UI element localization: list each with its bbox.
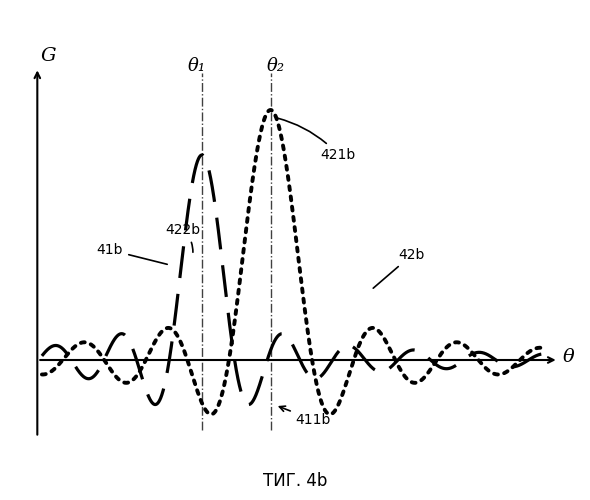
Text: 421b: 421b [278,118,356,162]
Text: 411b: 411b [280,406,331,427]
Text: 42b: 42b [373,248,425,288]
Text: ΤИГ. 4b: ΤИГ. 4b [263,472,327,490]
Text: 41b: 41b [97,243,167,264]
Text: θ₂: θ₂ [267,57,285,75]
Text: θ₁: θ₁ [188,57,205,75]
Text: G: G [41,47,57,65]
Text: θ: θ [563,348,575,366]
Text: 422b: 422b [165,223,201,252]
